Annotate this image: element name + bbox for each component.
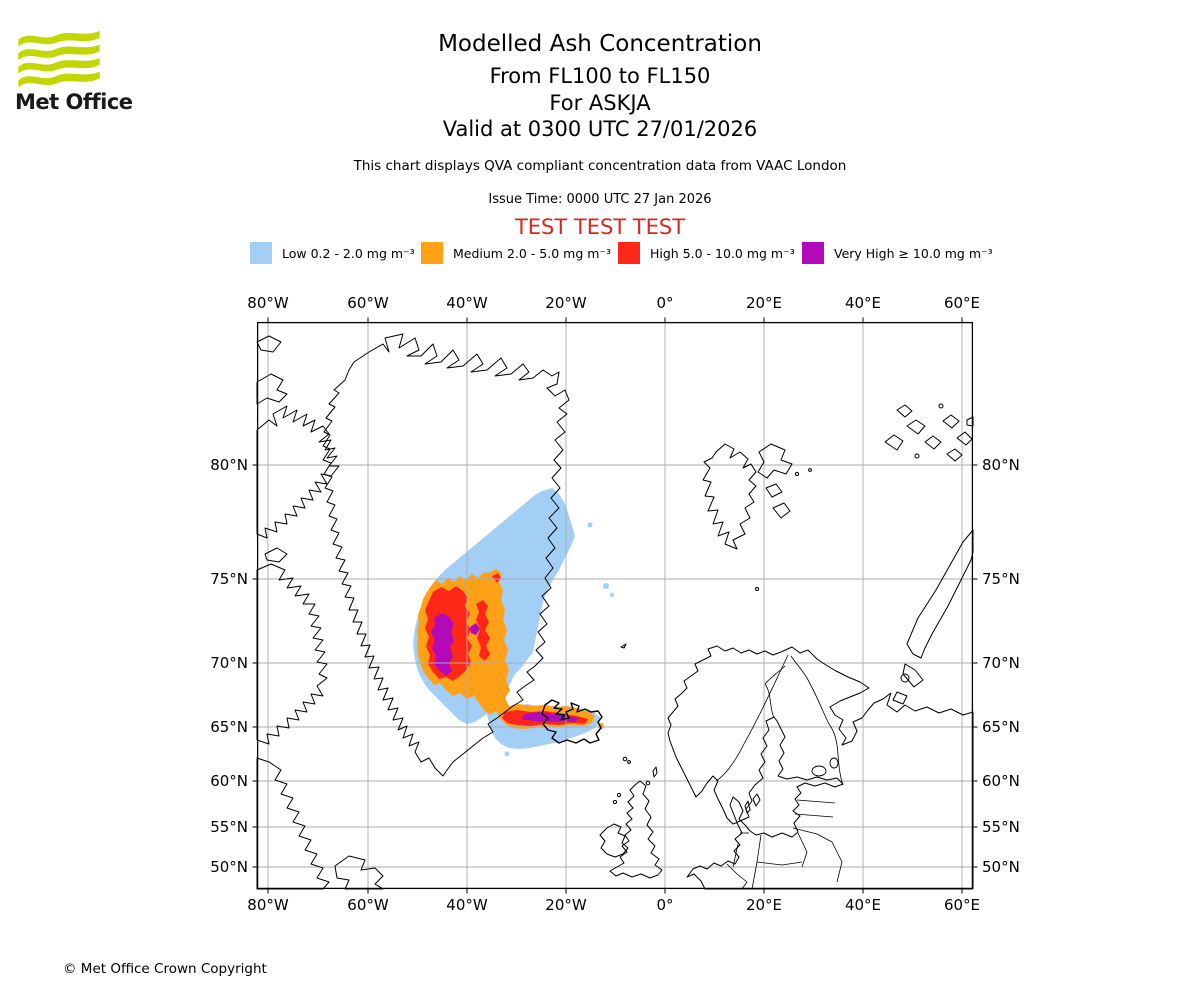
country-borders bbox=[715, 654, 844, 890]
lon-label-bottom: 20°E bbox=[745, 896, 783, 914]
lon-label-top: 40°W bbox=[446, 294, 488, 312]
map-canvas bbox=[252, 317, 978, 894]
lon-label-top: 0° bbox=[656, 294, 674, 312]
subtitle-flight-levels: From FL100 to FL150 bbox=[489, 64, 711, 88]
map-panel bbox=[252, 317, 978, 894]
lat-label-right: 65°N bbox=[982, 718, 1020, 736]
lat-label-right: 60°N bbox=[982, 772, 1020, 790]
met-office-logo-waves bbox=[18, 30, 100, 88]
lon-label-top: 60°E bbox=[943, 294, 981, 312]
lon-label-bottom: 60°E bbox=[943, 896, 981, 914]
faroe-islands bbox=[622, 756, 628, 762]
lat-label-left: 50°N bbox=[210, 858, 248, 876]
faroe-islands bbox=[627, 760, 631, 764]
met-office-logo bbox=[15, 28, 103, 90]
lon-label-top: 40°E bbox=[844, 294, 882, 312]
shetland-coastline bbox=[652, 766, 658, 778]
franz-josef-land-coastline bbox=[884, 403, 974, 462]
lake-onega bbox=[829, 757, 839, 769]
lon-label-top: 20°W bbox=[545, 294, 587, 312]
hebrides-islands bbox=[616, 792, 622, 798]
axis-ticks bbox=[252, 317, 978, 894]
graticule-gridlines bbox=[257, 322, 973, 889]
lat-label-left: 55°N bbox=[210, 818, 248, 836]
met-office-logo-text: Met Office bbox=[15, 90, 133, 114]
svalbard-edge-island-coastline bbox=[765, 483, 783, 498]
legend-swatch-very-high bbox=[802, 242, 824, 264]
lon-label-bottom: 60°W bbox=[347, 896, 389, 914]
lat-label-left: 75°N bbox=[210, 570, 248, 588]
lon-label-top: 20°E bbox=[745, 294, 783, 312]
legend-swatch-medium bbox=[421, 242, 443, 264]
svalbard-ne-island-coastline bbox=[757, 443, 793, 479]
page-title: Modelled Ash Concentration bbox=[438, 31, 762, 57]
legend-label-very-high: Very High ≥ 10.0 mg m⁻³ bbox=[834, 246, 993, 261]
legend-label-medium: Medium 2.0 - 5.0 mg m⁻³ bbox=[453, 246, 612, 261]
lake-ladoga bbox=[811, 765, 827, 777]
subtitle-valid-time: Valid at 0300 UTC 27/01/2026 bbox=[442, 117, 758, 141]
arctic-island-coastline bbox=[256, 373, 288, 405]
subtitle-volcano: For ASKJA bbox=[549, 91, 651, 115]
oland-coastline bbox=[744, 800, 751, 814]
devon-island-coastline bbox=[264, 547, 288, 563]
ash-plume-very-high-layer bbox=[431, 613, 579, 722]
iceland-coastline bbox=[541, 699, 603, 744]
lat-label-left: 80°N bbox=[210, 456, 248, 474]
lat-label-left: 65°N bbox=[210, 718, 248, 736]
lon-label-bottom: 40°E bbox=[844, 896, 882, 914]
eurasia-coastline bbox=[667, 645, 974, 890]
orkney-islands bbox=[645, 780, 651, 786]
vaygach-island-coastline bbox=[892, 691, 908, 705]
coastlines bbox=[256, 333, 974, 890]
lat-label-right: 80°N bbox=[982, 456, 1020, 474]
legend-label-high: High 5.0 - 10.0 mg m⁻³ bbox=[650, 246, 795, 261]
legend-swatch-low bbox=[250, 242, 272, 264]
labrador-coastline bbox=[256, 757, 330, 890]
lon-label-top: 60°W bbox=[347, 294, 389, 312]
bear-island bbox=[755, 587, 759, 591]
great-britain-coastline bbox=[609, 780, 663, 879]
kolguyev-island bbox=[900, 673, 910, 683]
jan-mayen-coastline bbox=[620, 643, 627, 649]
lon-label-top: 80°W bbox=[247, 294, 289, 312]
greenland-coastline bbox=[322, 333, 570, 777]
ireland-coastline bbox=[599, 823, 629, 858]
ellesmere-coastline bbox=[256, 405, 340, 539]
gotland-coastline bbox=[752, 793, 761, 807]
hebrides-islands bbox=[612, 799, 618, 805]
qva-description: This chart displays QVA compliant concen… bbox=[353, 158, 847, 174]
arctic-island-coastline bbox=[256, 335, 282, 353]
svalbard-coastline bbox=[702, 443, 757, 550]
lat-label-right: 50°N bbox=[982, 858, 1020, 876]
svalbard-islet bbox=[808, 468, 812, 472]
lon-label-bottom: 0° bbox=[656, 896, 674, 914]
novaya-zemlya-coastline bbox=[906, 529, 974, 659]
svalbard-islet bbox=[794, 471, 800, 477]
lat-label-right: 75°N bbox=[982, 570, 1020, 588]
newfoundland-coastline bbox=[334, 855, 384, 890]
svalbard-se-island-coastline bbox=[772, 502, 791, 519]
novaya-zemlya-south-coastline bbox=[902, 663, 924, 688]
legend-swatch-high bbox=[618, 242, 640, 264]
issue-time: Issue Time: 0000 UTC 27 Jan 2026 bbox=[488, 192, 712, 207]
test-banner: TEST TEST TEST bbox=[514, 215, 686, 239]
lat-label-right: 70°N bbox=[982, 654, 1020, 672]
lon-label-bottom: 80°W bbox=[247, 896, 289, 914]
map-frame bbox=[256, 321, 974, 890]
lon-label-bottom: 20°W bbox=[545, 896, 587, 914]
legend-label-low: Low 0.2 - 2.0 mg m⁻³ bbox=[282, 246, 415, 261]
lon-label-bottom: 40°W bbox=[446, 896, 488, 914]
lat-label-right: 55°N bbox=[982, 818, 1020, 836]
lat-label-left: 60°N bbox=[210, 772, 248, 790]
copyright-notice: © Met Office Crown Copyright bbox=[63, 961, 267, 977]
baffin-island-coastline bbox=[256, 563, 328, 745]
lat-label-left: 70°N bbox=[210, 654, 248, 672]
